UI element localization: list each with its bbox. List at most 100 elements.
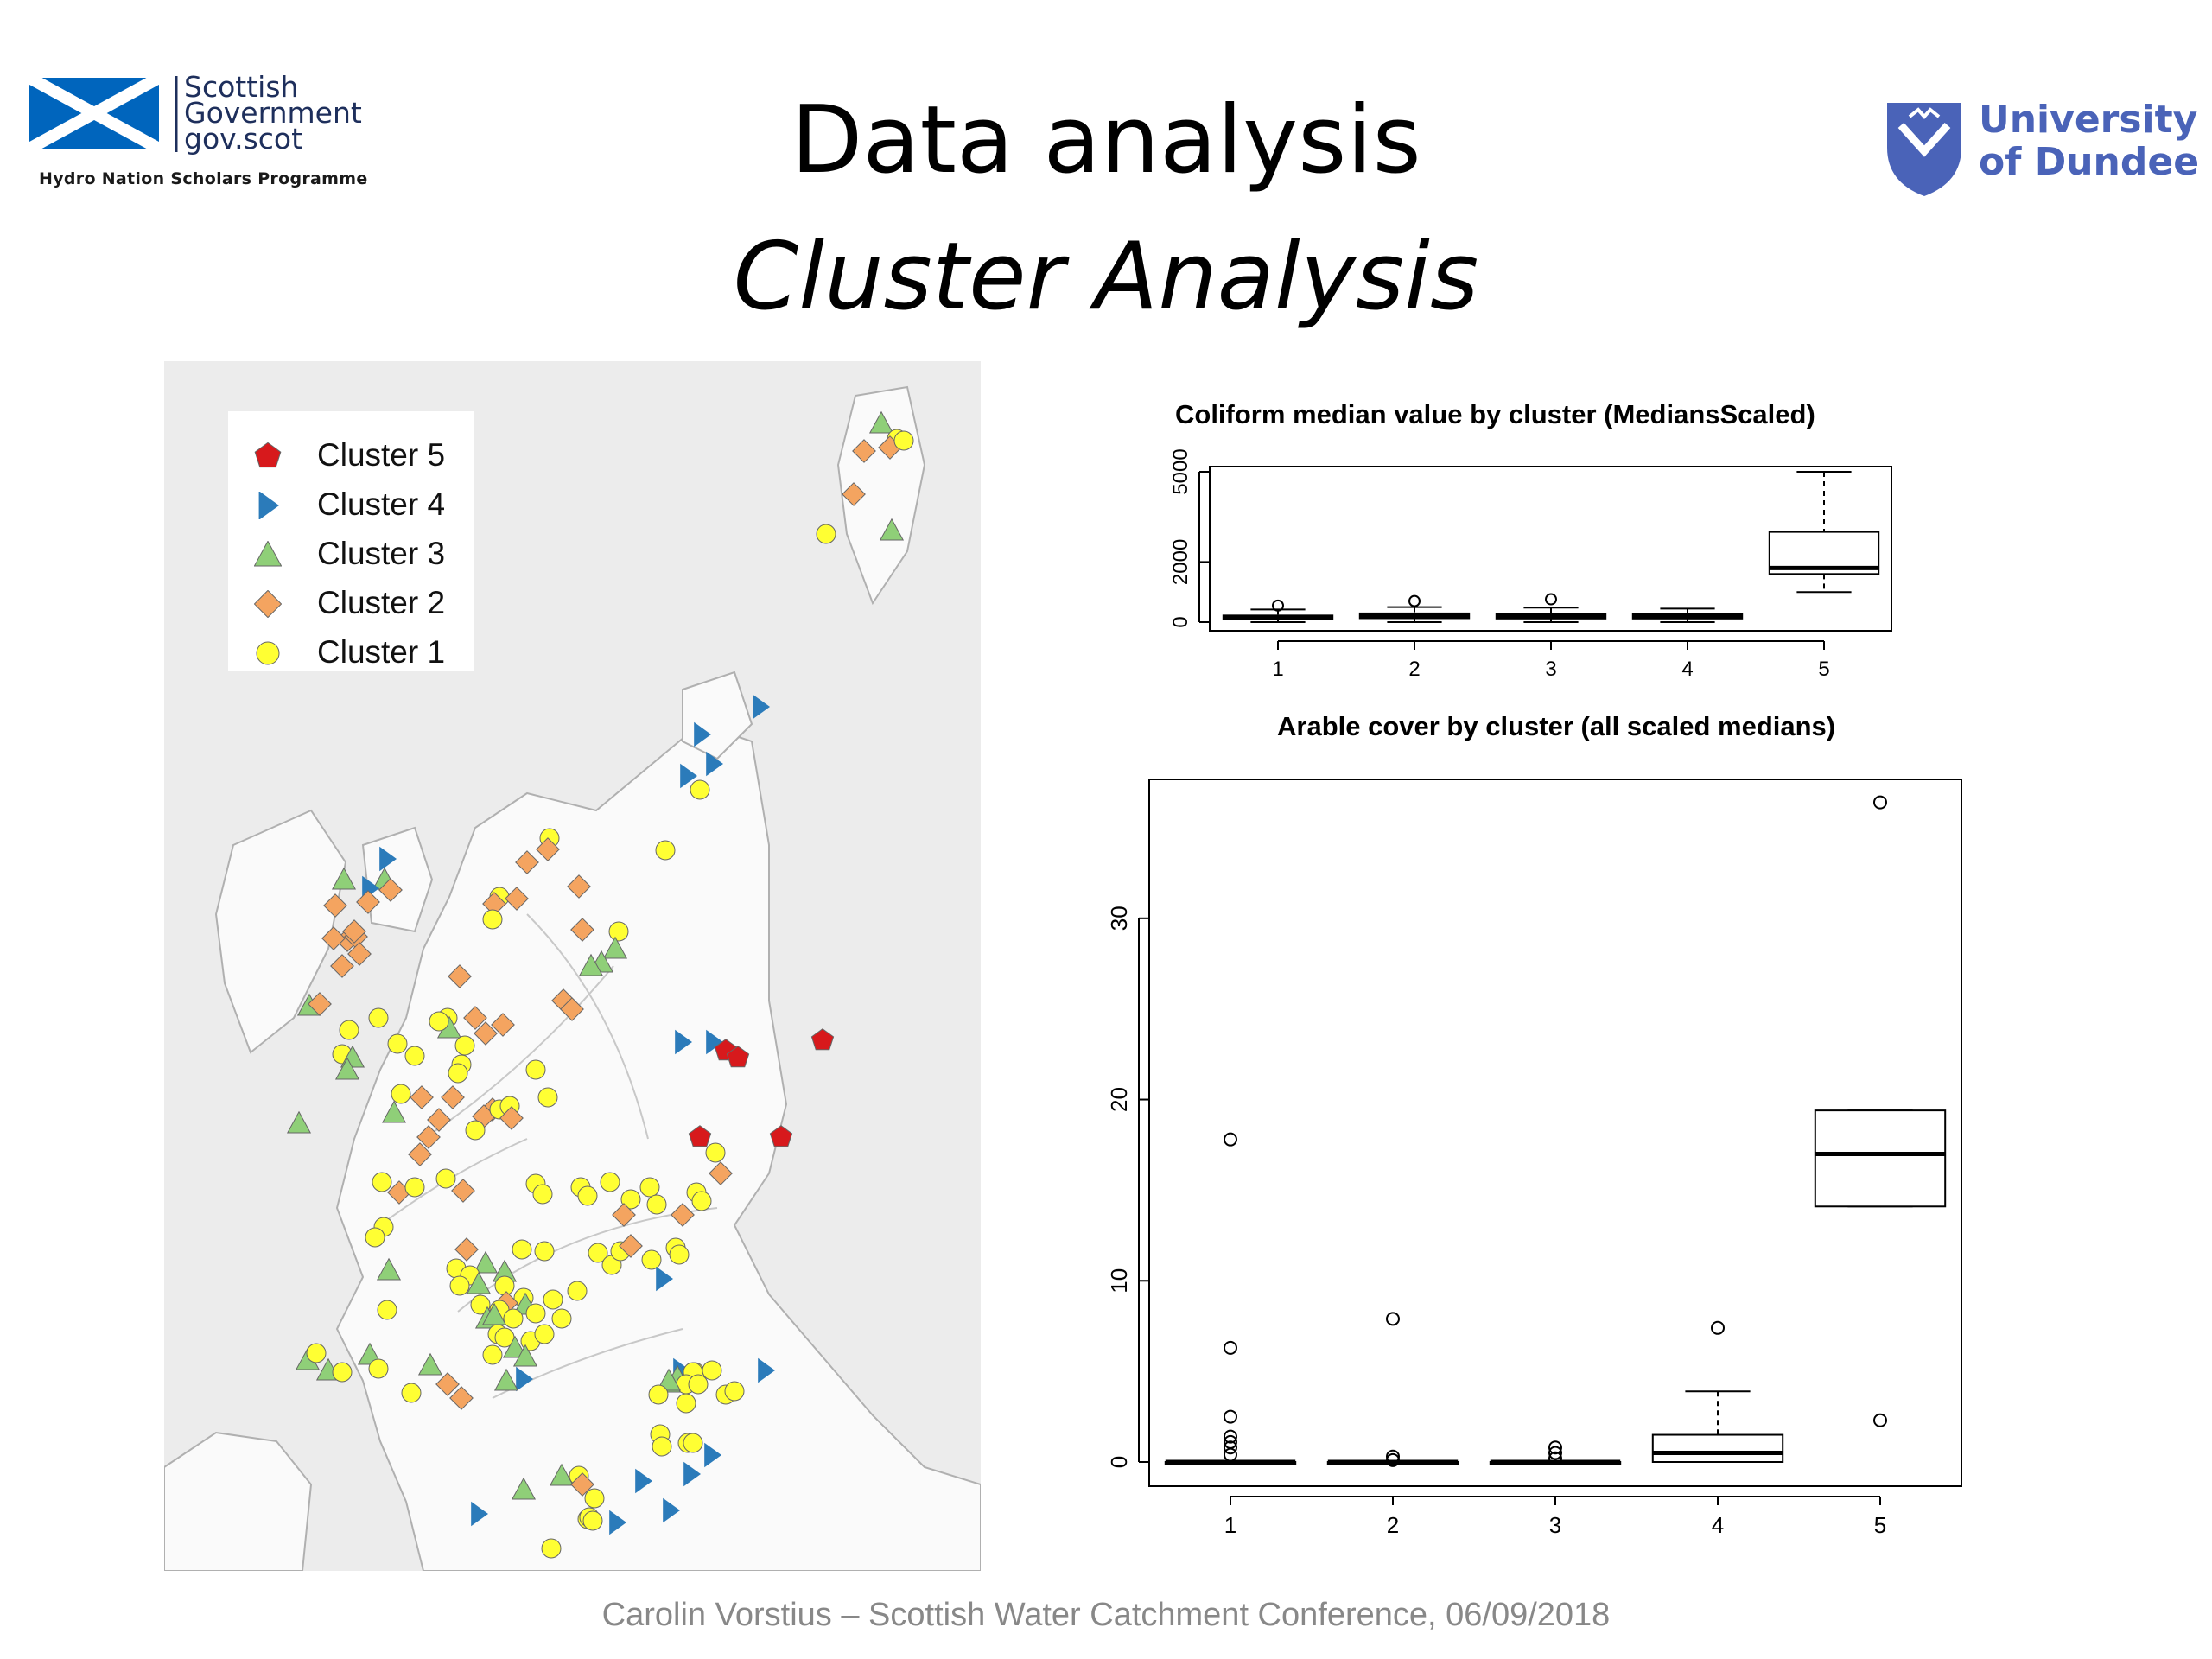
site-marker bbox=[525, 1059, 546, 1080]
site-marker bbox=[893, 430, 914, 451]
arable-boxplot: 0 10 20 30 1 2 3 4 5 bbox=[1106, 779, 1962, 1538]
site-marker bbox=[491, 1013, 515, 1037]
outlier-point bbox=[1408, 594, 1421, 607]
outlier-point bbox=[1873, 1413, 1887, 1427]
legend-label: Cluster 1 bbox=[317, 634, 446, 670]
legend-symbol-icon bbox=[254, 442, 282, 468]
site-marker bbox=[620, 1189, 641, 1210]
site-marker bbox=[619, 1234, 643, 1258]
box-group bbox=[1814, 795, 1947, 1427]
site-marker bbox=[323, 893, 347, 918]
page-subtitle: Cluster Analysis bbox=[733, 223, 1479, 331]
site-marker bbox=[378, 878, 403, 902]
site-marker bbox=[567, 874, 591, 899]
box-group bbox=[1651, 1320, 1784, 1463]
sg-name-line1: Scottish bbox=[184, 70, 299, 104]
site-marker bbox=[387, 1033, 408, 1054]
site-marker bbox=[448, 1063, 468, 1084]
site-marker bbox=[451, 1179, 475, 1203]
site-marker bbox=[577, 1185, 598, 1206]
ud-name-line1: University bbox=[1979, 98, 2198, 142]
legend-label: Cluster 5 bbox=[317, 437, 446, 473]
site-marker bbox=[473, 1250, 499, 1274]
site-marker bbox=[669, 1244, 690, 1265]
site-marker bbox=[570, 918, 594, 942]
outlier-point bbox=[1548, 1446, 1562, 1460]
x-tick-label: 3 bbox=[1545, 658, 1556, 681]
road-line bbox=[526, 913, 649, 1140]
site-marker bbox=[331, 867, 357, 890]
scottish-government-logo bbox=[26, 72, 178, 155]
legend-marker bbox=[256, 641, 280, 665]
sg-tagline: Hydro Nation Scholars Programme bbox=[39, 169, 368, 188]
site-marker bbox=[435, 1168, 456, 1189]
site-marker bbox=[365, 1227, 385, 1248]
outlier-point bbox=[1386, 1312, 1400, 1326]
site-marker bbox=[683, 1433, 703, 1453]
site-marker bbox=[499, 1106, 524, 1130]
site-marker bbox=[368, 1007, 389, 1028]
site-marker bbox=[377, 1300, 397, 1320]
legend-marker bbox=[254, 541, 282, 567]
site-marker bbox=[342, 919, 366, 944]
site-marker bbox=[691, 1191, 712, 1211]
x-tick-label: 5 bbox=[1818, 658, 1829, 681]
site-marker bbox=[454, 1035, 475, 1056]
site-marker bbox=[482, 1344, 503, 1365]
y-tick-label: 0 bbox=[1169, 616, 1192, 627]
site-marker bbox=[683, 1461, 701, 1487]
plot-frame bbox=[1209, 466, 1892, 632]
x-tick-label: 1 bbox=[1224, 1512, 1236, 1538]
site-marker bbox=[694, 721, 711, 747]
site-marker bbox=[417, 1352, 443, 1376]
box bbox=[1814, 1109, 1947, 1208]
site-marker bbox=[551, 1308, 572, 1329]
y-tick-label: 10 bbox=[1106, 1268, 1132, 1294]
site-marker bbox=[641, 1249, 662, 1270]
x-tick-label: 2 bbox=[1387, 1512, 1399, 1538]
site-marker bbox=[512, 1239, 532, 1260]
site-marker bbox=[286, 1110, 312, 1134]
site-marker bbox=[408, 1142, 432, 1166]
site-marker bbox=[688, 1125, 712, 1147]
x-tick-label: 5 bbox=[1874, 1512, 1886, 1538]
site-marker bbox=[753, 694, 770, 720]
plot-frame bbox=[1148, 779, 1962, 1487]
site-marker bbox=[584, 1488, 605, 1509]
site-marker bbox=[688, 1374, 709, 1395]
site-marker bbox=[401, 1382, 422, 1403]
site-marker bbox=[381, 1100, 407, 1123]
site-marker bbox=[810, 1028, 835, 1051]
outlier-point bbox=[1224, 1340, 1237, 1355]
box-group bbox=[1489, 1440, 1622, 1465]
map-legend: Cluster 5 Cluster 4 Cluster 3 Cluster 2 Clus… bbox=[228, 411, 474, 671]
site-marker bbox=[503, 1308, 524, 1329]
site-marker bbox=[724, 1381, 745, 1402]
skye-shape bbox=[361, 826, 434, 933]
site-marker bbox=[532, 1184, 553, 1205]
site-marker bbox=[537, 1087, 558, 1108]
site-marker bbox=[541, 1538, 562, 1559]
map-svg bbox=[164, 385, 981, 1571]
site-marker bbox=[429, 1011, 449, 1032]
legend-item: Cluster 4 bbox=[228, 480, 474, 528]
site-marker bbox=[356, 890, 380, 914]
site-marker bbox=[404, 1046, 425, 1066]
site-marker bbox=[470, 1294, 491, 1315]
site-marker bbox=[663, 1497, 680, 1523]
site-marker bbox=[702, 1360, 722, 1381]
x-tick-label: 4 bbox=[1712, 1512, 1724, 1538]
site-marker bbox=[680, 763, 697, 789]
site-marker bbox=[511, 1477, 537, 1500]
box-group bbox=[1495, 593, 1607, 623]
site-marker bbox=[502, 1335, 528, 1358]
site-marker bbox=[567, 1281, 588, 1301]
site-marker bbox=[676, 1393, 696, 1414]
university-of-dundee-logo bbox=[1887, 103, 1961, 196]
site-marker bbox=[656, 1266, 673, 1292]
site-marker bbox=[868, 410, 894, 434]
site-marker bbox=[602, 936, 628, 959]
site-marker bbox=[648, 1384, 669, 1405]
site-marker bbox=[379, 846, 397, 872]
site-marker bbox=[410, 1085, 434, 1109]
